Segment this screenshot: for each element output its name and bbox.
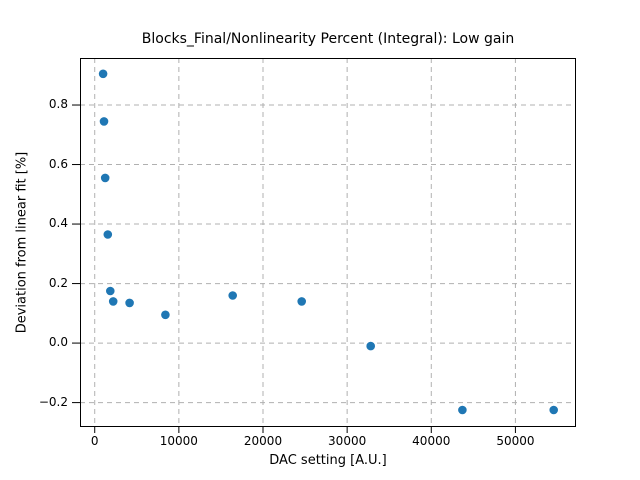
chart-title: Blocks_Final/Nonlinearity Percent (Integ…	[141, 31, 515, 47]
data-point	[549, 405, 558, 415]
grid	[80, 58, 576, 427]
y-tick-label: −0.2	[38, 394, 68, 409]
data-points	[98, 69, 558, 415]
data-point	[103, 230, 113, 239]
data-point	[99, 117, 109, 126]
data-point	[106, 286, 115, 296]
y-tick-label: 0.0	[48, 335, 68, 350]
x-tick-label: 0	[90, 434, 99, 448]
data-point	[108, 297, 118, 306]
x-tick-label: 50000	[496, 434, 535, 448]
x-tick-label: 10000	[159, 434, 198, 448]
data-point	[100, 173, 110, 183]
x-axis-label: DAC setting [A.U.]	[269, 453, 387, 468]
data-point	[125, 298, 134, 308]
plot-border	[80, 58, 576, 427]
axes-frame	[72, 58, 576, 433]
y-tick-label: 0.6	[48, 156, 68, 171]
y-tick-label: 0.2	[48, 275, 68, 290]
data-point	[366, 341, 376, 351]
y-tick-label: 0.8	[48, 97, 68, 112]
x-tick-label: 20000	[243, 434, 283, 448]
x-tick-label: 40000	[412, 434, 451, 448]
data-point	[228, 291, 237, 300]
y-tick-label: 0.4	[48, 216, 68, 231]
data-point	[458, 405, 467, 415]
data-point	[297, 297, 307, 306]
x-tick-label: 30000	[328, 434, 367, 448]
data-point	[98, 69, 108, 79]
data-point	[161, 310, 170, 320]
